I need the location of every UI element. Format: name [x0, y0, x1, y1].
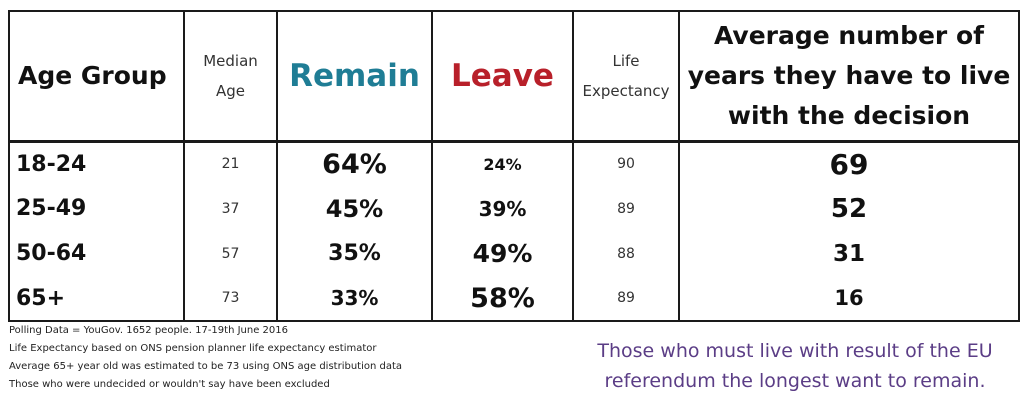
cell-median-age: 73 — [183, 276, 278, 322]
cell-age-group: 50-64 — [8, 231, 185, 276]
table-row-65-plus: 65+ 73 33% 58% 89 16 — [8, 276, 1020, 322]
cell-life-expectancy: 88 — [572, 231, 680, 276]
header-life-expectancy: Life Expectancy — [572, 10, 680, 143]
cell-median-age: 37 — [183, 186, 278, 231]
header-median-age-line-1: Median — [203, 51, 258, 70]
cell-years: 52 — [678, 186, 1020, 231]
cell-years: 31 — [678, 231, 1020, 276]
footnote-average-age: Average 65+ year old was estimated to be… — [9, 361, 403, 372]
footnote-polling-data: Polling Data = YouGov. 1652 people. 17-1… — [9, 325, 288, 336]
cell-years: 69 — [678, 141, 1020, 186]
cell-median-age: 57 — [183, 231, 278, 276]
footnotes: Polling Data = YouGov. 1652 people. 17-1… — [9, 322, 509, 394]
header-years-to-live: Average number of years they have to liv… — [678, 10, 1020, 143]
results-table-frame: Age Group Median Age Remain Leave Life E… — [8, 10, 1020, 322]
cell-leave: 49% — [431, 231, 574, 276]
header-remain: Remain — [276, 10, 433, 143]
caption-line-2: referendum the longest want to remain. — [604, 370, 986, 392]
cell-leave: 39% — [431, 186, 574, 231]
table-row-50-64: 50-64 57 35% 49% 88 31 — [8, 231, 1020, 276]
footnote-life-expectancy: Life Expectancy based on ONS pension pla… — [9, 343, 377, 354]
header-row: Age Group Median Age Remain Leave Life E… — [8, 10, 1020, 143]
header-median-age: Median Age — [183, 10, 278, 143]
cell-years: 16 — [678, 276, 1020, 322]
cell-life-expectancy: 90 — [572, 141, 680, 186]
header-median-age-line-2: Age — [215, 81, 245, 100]
header-leave: Leave — [431, 10, 574, 143]
cell-life-expectancy: 89 — [572, 276, 680, 322]
footnote-exclusions: Those who were undecided or wouldn't say… — [9, 379, 330, 390]
cell-leave: 24% — [431, 141, 574, 186]
header-years-line-3: with the decision — [727, 100, 971, 130]
cell-median-age: 21 — [183, 141, 278, 186]
cell-age-group: 25-49 — [8, 186, 185, 231]
cell-age-group: 18-24 — [8, 141, 185, 186]
referendum-table: Age Group Median Age Remain Leave Life E… — [8, 10, 1020, 322]
header-years-line-1: Average number of — [713, 20, 985, 50]
cell-remain: 35% — [276, 231, 433, 276]
caption-line-1: Those who must live with result of the E… — [597, 340, 993, 362]
header-age-group: Age Group — [8, 10, 185, 143]
header-years-line-2: years they have to live — [687, 60, 1011, 90]
header-life-expectancy-line-2: Expectancy — [582, 81, 670, 100]
header-life-expectancy-line-1: Life — [612, 51, 640, 70]
conclusion-caption: Those who must live with result of the E… — [570, 336, 1020, 396]
cell-remain: 33% — [276, 276, 433, 322]
table-row-18-24: 18-24 21 64% 24% 90 69 — [8, 141, 1020, 186]
table-row-25-49: 25-49 37 45% 39% 89 52 — [8, 186, 1020, 231]
cell-age-group: 65+ — [8, 276, 185, 322]
cell-leave: 58% — [431, 276, 574, 322]
cell-remain: 64% — [276, 141, 433, 186]
cell-life-expectancy: 89 — [572, 186, 680, 231]
cell-remain: 45% — [276, 186, 433, 231]
